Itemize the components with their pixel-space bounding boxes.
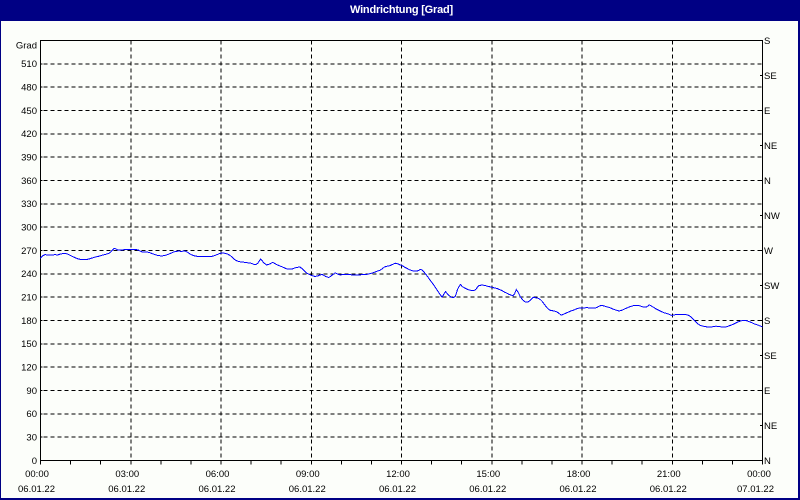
svg-text:180: 180 [21,316,37,327]
svg-text:0: 0 [32,456,37,467]
svg-text:240: 240 [21,269,37,280]
svg-text:Windrichtung [Grad]: Windrichtung [Grad] [350,4,454,16]
svg-text:NE: NE [764,141,777,152]
svg-text:480: 480 [21,83,37,94]
svg-text:06:00: 06:00 [206,469,230,480]
svg-text:12:00: 12:00 [386,469,410,480]
svg-text:300: 300 [21,223,37,234]
svg-text:450: 450 [21,106,37,117]
svg-text:NE: NE [764,421,777,432]
svg-text:360: 360 [21,176,37,187]
svg-text:06.01.22: 06.01.22 [379,484,416,495]
svg-text:330: 330 [21,199,37,210]
svg-text:00:00: 00:00 [747,469,771,480]
svg-text:06.01.22: 06.01.22 [469,484,506,495]
svg-text:E: E [764,386,770,397]
svg-text:510: 510 [21,59,37,70]
svg-text:N: N [764,456,771,467]
svg-text:06.01.22: 06.01.22 [18,484,55,495]
svg-text:SE: SE [764,351,777,362]
svg-text:SW: SW [764,281,779,292]
svg-text:90: 90 [26,386,37,397]
svg-text:W: W [764,246,773,257]
svg-text:210: 210 [21,293,37,304]
svg-text:270: 270 [21,246,37,257]
svg-text:390: 390 [21,153,37,164]
svg-text:60: 60 [26,409,37,420]
svg-text:06.01.22: 06.01.22 [560,484,597,495]
svg-text:420: 420 [21,129,37,140]
svg-text:06.01.22: 06.01.22 [650,484,687,495]
svg-text:03:00: 03:00 [115,469,139,480]
svg-text:NW: NW [764,211,780,222]
svg-text:30: 30 [26,433,37,444]
svg-text:00:00: 00:00 [25,469,49,480]
svg-text:120: 120 [21,363,37,374]
svg-text:07.01.22: 07.01.22 [737,484,774,495]
svg-text:15:00: 15:00 [476,469,500,480]
svg-text:S: S [764,36,770,47]
svg-text:06.01.22: 06.01.22 [108,484,145,495]
svg-text:18:00: 18:00 [567,469,591,480]
svg-text:N: N [764,176,771,187]
svg-text:06.01.22: 06.01.22 [199,484,236,495]
svg-text:21:00: 21:00 [657,469,681,480]
svg-text:S: S [764,316,770,327]
svg-text:Grad: Grad [16,40,37,51]
svg-text:E: E [764,106,770,117]
svg-text:SE: SE [764,71,777,82]
svg-text:09:00: 09:00 [296,469,320,480]
svg-text:150: 150 [21,339,37,350]
svg-text:06.01.22: 06.01.22 [289,484,326,495]
